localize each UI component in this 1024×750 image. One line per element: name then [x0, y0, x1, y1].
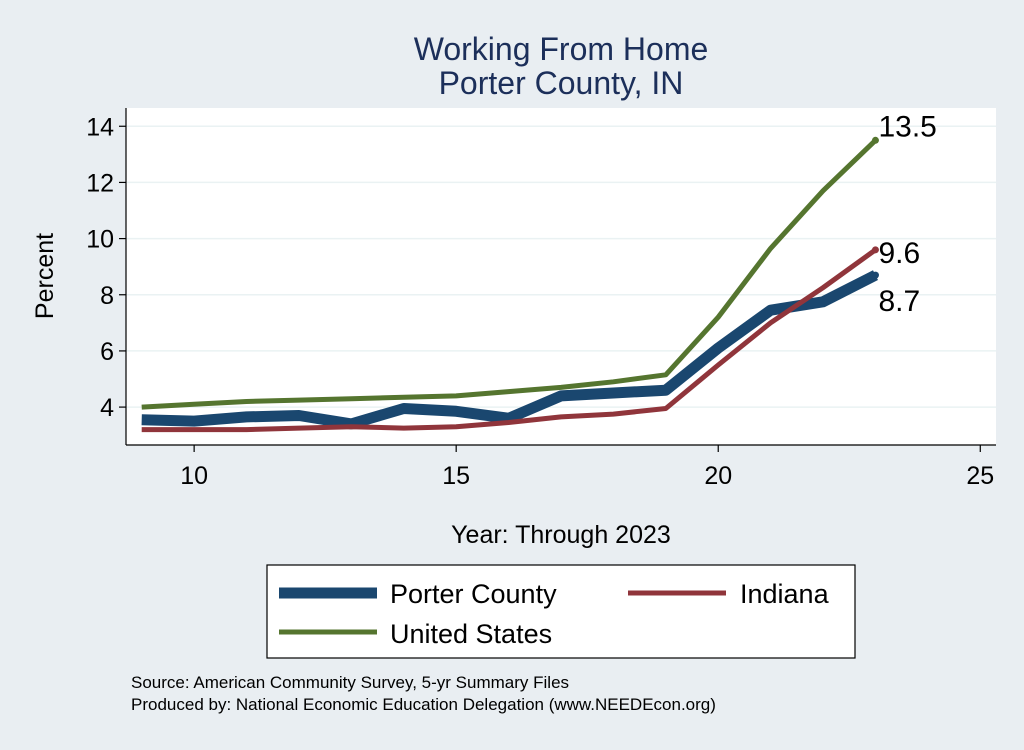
series-end-point-united-states — [871, 136, 879, 144]
y-tick-label-10: 10 — [86, 226, 114, 254]
legend: Porter County Indiana United States — [266, 564, 856, 659]
end-labels-layer: 8.7 9.6 13.5 — [878, 110, 936, 318]
y-tick-label-6: 6 — [100, 338, 114, 366]
legend-label-indiana: Indiana — [740, 579, 830, 609]
producer-note: Produced by: National Economic Education… — [131, 695, 716, 714]
end-label-indiana: 9.6 — [878, 237, 920, 270]
legend-label-porter-county: Porter County — [390, 579, 557, 609]
chart-title-line-2: Porter County, IN — [439, 65, 684, 101]
legend-label-united-states: United States — [390, 619, 552, 649]
source-note: Source: American Community Survey, 5-yr … — [131, 673, 569, 692]
series-line-united-states — [141, 138, 878, 410]
end-label-porter-county: 8.7 — [878, 285, 920, 318]
legend-box — [266, 564, 856, 659]
x-tick-label-15: 15 — [442, 462, 470, 490]
x-tick-label-10: 10 — [180, 462, 208, 490]
series-end-point-porter-county — [871, 271, 879, 279]
y-axis-title: Percent — [31, 233, 59, 319]
ticks-layer: 4 6 8 10 12 14 10 15 20 25 — [86, 113, 994, 490]
end-label-united-states: 13.5 — [878, 110, 936, 143]
y-tick-label-4: 4 — [100, 394, 114, 422]
y-tick-label-14: 14 — [86, 113, 114, 141]
series-line-indiana — [141, 247, 877, 433]
chart-title-line-1: Working From Home — [414, 31, 709, 67]
x-axis-title: Year: Through 2023 — [451, 521, 671, 549]
grid-layer — [126, 125, 996, 408]
x-tick-label-25: 25 — [966, 462, 994, 490]
series-end-point-indiana — [871, 246, 879, 254]
x-tick-label-20: 20 — [704, 462, 732, 490]
series-line-porter-county — [141, 270, 878, 430]
y-tick-label-12: 12 — [86, 169, 114, 197]
y-tick-label-8: 8 — [100, 282, 114, 310]
series-layer — [141, 136, 879, 433]
